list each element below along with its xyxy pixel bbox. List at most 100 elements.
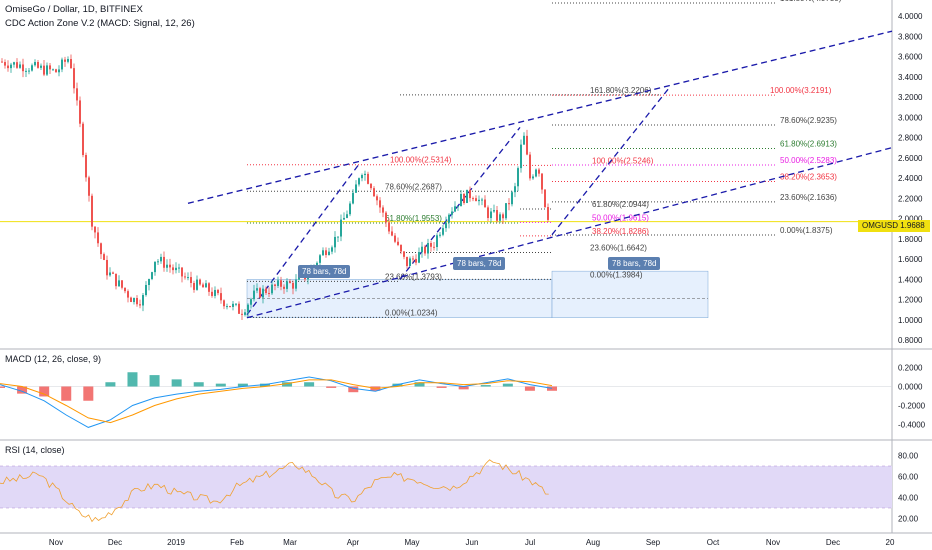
candle (289, 279, 291, 284)
candle (247, 303, 249, 317)
macd-histogram-bar (436, 386, 447, 388)
candle (466, 189, 468, 204)
macd-series-signal (0, 379, 553, 424)
candle-body (73, 68, 75, 89)
candle-body (232, 303, 234, 307)
candle (286, 278, 288, 293)
macd-histogram-bar (193, 382, 204, 387)
candle (514, 182, 516, 198)
candle-body (145, 284, 147, 296)
candle (331, 245, 333, 255)
candle-body (295, 279, 297, 289)
candle-body (412, 258, 414, 260)
candle (91, 193, 93, 231)
candle-body (121, 280, 123, 288)
candle-body (376, 196, 378, 201)
candle-body (364, 173, 366, 176)
candle (49, 62, 51, 74)
price-axis-tick-9: 2.2000 (898, 194, 923, 203)
candle (352, 189, 354, 205)
candle (292, 280, 294, 295)
candle-body (214, 289, 216, 296)
candle (43, 60, 45, 77)
candle (226, 303, 228, 310)
candle (109, 267, 111, 277)
candle-body (166, 264, 168, 268)
time-axis-label-0: Nov (49, 538, 63, 547)
candle (172, 264, 174, 275)
candle-body (205, 283, 207, 288)
fib-label-10: 61.80%(2.0944) (592, 200, 649, 209)
fib-label-3: 61.80%(2.6913) (780, 140, 837, 149)
candle (370, 182, 372, 191)
fib-label-15: 23.60%(1.6642) (590, 243, 647, 252)
candle (178, 263, 180, 273)
candle (70, 54, 72, 69)
candle (118, 275, 120, 288)
candle-body (226, 306, 228, 308)
candle (115, 273, 117, 290)
candle (385, 211, 387, 228)
candle (394, 233, 396, 244)
candle (211, 287, 213, 298)
price-axis-tick-8: 2.4000 (898, 174, 923, 183)
candle (406, 256, 408, 269)
range-badge-1: 78 bars, 78d (298, 265, 351, 278)
candle-body (61, 59, 63, 70)
candle (94, 226, 96, 239)
candle (427, 238, 429, 259)
candle-body (271, 284, 273, 294)
candle (535, 168, 537, 178)
candle (85, 152, 87, 182)
candle-body (334, 236, 336, 248)
candle (208, 282, 210, 296)
candle-body (421, 246, 423, 253)
candle (238, 301, 240, 315)
candle-body (400, 244, 402, 252)
candle-body (220, 293, 222, 301)
candle-body (346, 214, 348, 218)
candle (166, 259, 168, 272)
candle-body (373, 188, 375, 197)
candle (334, 231, 336, 253)
candle-body (442, 228, 444, 235)
fib-label-13: 38.20%(1.8286) (592, 227, 649, 236)
candle (46, 62, 48, 77)
macd-histogram-bar (304, 382, 315, 387)
candle (499, 212, 501, 224)
candle-body (286, 281, 288, 289)
candle-body (85, 155, 87, 178)
time-axis-label-12: Nov (766, 538, 780, 547)
price-axis-tick-3: 3.4000 (898, 73, 923, 82)
candle-body (118, 280, 120, 287)
candle-body (391, 231, 393, 236)
price-axis-tick-2: 3.6000 (898, 53, 923, 62)
candle-body (16, 62, 18, 68)
candle-body (382, 207, 384, 213)
candle (64, 56, 66, 67)
candle-body (88, 177, 90, 196)
candle-body (403, 251, 405, 257)
candle-body (67, 59, 69, 62)
candle-body (424, 246, 426, 254)
macd-histogram-bar (502, 383, 513, 387)
candle-body (475, 198, 477, 202)
candle (280, 276, 282, 291)
candle-body (247, 304, 249, 313)
candle-body (52, 69, 54, 71)
macd-histogram-bar (39, 386, 50, 397)
candle-body (238, 303, 240, 314)
candle (100, 242, 102, 259)
candle (454, 201, 456, 213)
candle-body (454, 206, 456, 212)
time-axis-label-4: Mar (283, 538, 297, 547)
candle-body (55, 69, 57, 73)
candle-body (22, 64, 24, 72)
fib-label-2: 78.60%(2.9235) (780, 116, 837, 125)
candle-body (340, 219, 342, 237)
trend-line-upper (187, 30, 893, 204)
time-axis-label-13: Dec (826, 538, 840, 547)
macd-histogram-bar (83, 386, 94, 401)
macd-histogram-bar (215, 383, 226, 387)
